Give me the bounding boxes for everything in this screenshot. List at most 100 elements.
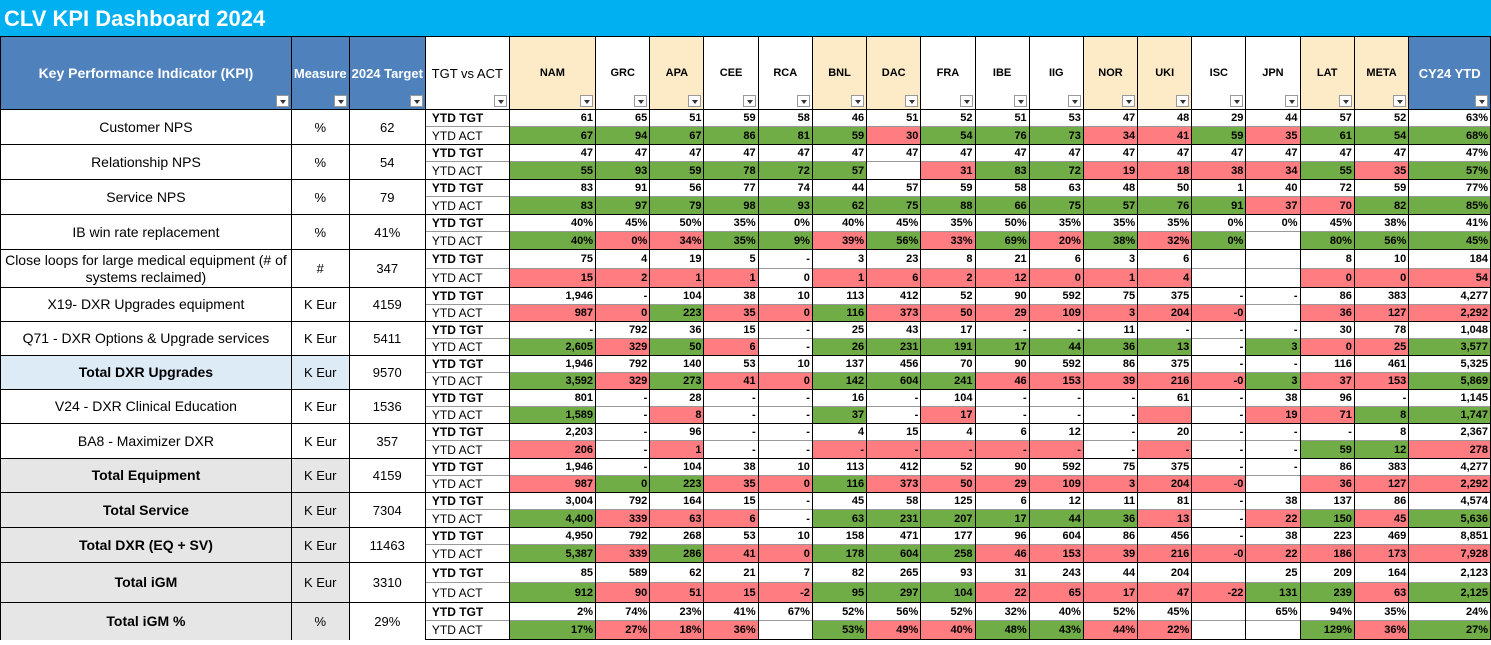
tgt-value-cell: 38: [1245, 527, 1301, 545]
header-region-dac[interactable]: DAC: [866, 36, 922, 110]
tgt-value-cell: 223: [1299, 527, 1355, 545]
tgt-value-cell: 456: [1137, 527, 1193, 545]
tgt-value-cell: 589: [595, 562, 651, 583]
filter-dropdown-icon[interactable]: [333, 95, 347, 107]
ytd-tgt-label: YTD TGT: [424, 109, 510, 127]
header-cy24-ytd[interactable]: CY24 YTD: [1408, 36, 1491, 110]
filter-dropdown-icon[interactable]: [796, 95, 810, 107]
filter-dropdown-icon[interactable]: [634, 95, 648, 107]
tgt-value-cell: 2,367: [1408, 423, 1491, 441]
header-region-ibe[interactable]: IBE: [974, 36, 1030, 110]
kpi-name: X19- DXR Upgrades equipment: [0, 287, 292, 322]
header-region-jpn[interactable]: JPN: [1245, 36, 1301, 110]
filter-dropdown-icon[interactable]: [688, 95, 702, 107]
filter-dropdown-icon[interactable]: [1176, 95, 1190, 107]
tgt-value-cell: 375: [1137, 355, 1193, 373]
tgt-value-cell: 56%: [866, 602, 922, 621]
tgt-value-cell: 47: [1082, 144, 1139, 162]
ytd-tgt-label: YTD TGT: [424, 179, 510, 197]
act-value-cell: 55: [1299, 161, 1355, 180]
filter-active-icon[interactable]: [493, 95, 507, 107]
ytd-act-label: YTD ACT: [424, 475, 510, 493]
tgt-value-cell: 93: [920, 562, 976, 583]
header-region-fra[interactable]: FRA: [920, 36, 976, 110]
filter-dropdown-icon[interactable]: [1013, 95, 1027, 107]
act-value-cell: 81: [757, 126, 813, 145]
table-row: YTD ACT 15 2 1 1 0 1 6 2 12 0 1 4 0 0 54: [1, 268, 1491, 288]
filter-dropdown-icon[interactable]: [1284, 95, 1298, 107]
act-value-cell: 41: [1137, 126, 1193, 145]
table-row: YTD ACT 2,605 329 50 6-26 231 191 17 44 36 13-3 0 25…: [1, 338, 1491, 356]
tgt-value-cell: 47: [757, 144, 813, 162]
measure-cell: K Eur: [290, 355, 350, 390]
header-region-uki[interactable]: UKI: [1137, 36, 1193, 110]
filter-dropdown-icon[interactable]: [959, 95, 973, 107]
filter-dropdown-icon[interactable]: [1067, 95, 1081, 107]
tgt-value-cell: -: [1353, 389, 1410, 407]
header-region-iig[interactable]: IIG: [1028, 36, 1084, 110]
header-region-bnl[interactable]: BNL: [811, 36, 868, 110]
filter-dropdown-icon[interactable]: [905, 95, 919, 107]
tgt-value-cell: 104: [649, 287, 705, 305]
act-value-cell: 7,928: [1408, 544, 1491, 563]
header-tgt-vs-act[interactable]: TGT vs ACT: [424, 36, 510, 110]
measure-cell: K Eur: [290, 287, 350, 322]
tgt-value-cell: 6: [1137, 249, 1193, 269]
filter-dropdown-icon[interactable]: [1122, 95, 1136, 107]
act-value-cell: 0: [1299, 268, 1355, 288]
header-region-rca[interactable]: RCA: [757, 36, 813, 110]
act-value-cell: 3: [1245, 338, 1301, 356]
filter-dropdown-icon[interactable]: [742, 95, 756, 107]
filter-dropdown-icon[interactable]: [409, 95, 423, 107]
tgt-value-cell: -: [1245, 355, 1301, 373]
tgt-value-cell: -: [1245, 287, 1301, 305]
act-value-cell: 88: [920, 196, 976, 215]
tgt-value-cell: 1,946: [508, 355, 597, 373]
filter-dropdown-icon[interactable]: [1475, 95, 1488, 107]
tgt-value-cell: 59: [920, 179, 976, 197]
table-row: YTD ACT 206-1- - - - - - - - - - -59 12 278: [1, 440, 1491, 459]
tgt-value-cell: 164: [649, 492, 705, 510]
act-value-cell: 67: [649, 126, 705, 145]
tgt-value-cell: 1: [1191, 179, 1247, 197]
table-row: Close loops for large medical equipment …: [0, 249, 1491, 288]
act-value-cell: 45%: [1408, 231, 1491, 250]
tgt-value-cell: 90: [974, 458, 1030, 476]
header-measure[interactable]: Measure: [290, 36, 350, 110]
filter-dropdown-icon[interactable]: [1338, 95, 1352, 107]
tgt-value-cell: 10: [757, 527, 813, 545]
tgt-value-cell: 184: [1408, 249, 1491, 269]
header-region-lat[interactable]: LAT: [1299, 36, 1355, 110]
header-region-isc[interactable]: ISC: [1191, 36, 1247, 110]
filter-dropdown-icon[interactable]: [851, 95, 865, 107]
tgt-value-cell: [1191, 602, 1247, 621]
header-region-meta[interactable]: META: [1353, 36, 1410, 110]
tgt-value-cell: 45%: [1137, 602, 1193, 621]
filter-dropdown-icon[interactable]: [1393, 95, 1407, 107]
act-value-cell: 30: [866, 126, 922, 145]
act-value-cell: 0: [1299, 338, 1355, 356]
header-target[interactable]: 2024 Target: [348, 36, 426, 110]
act-value-cell: 1: [1082, 268, 1139, 288]
header-region-cee[interactable]: CEE: [703, 36, 759, 110]
act-value-cell: 987: [508, 304, 597, 322]
header-region-apa[interactable]: APA: [649, 36, 705, 110]
filter-dropdown-icon[interactable]: [580, 95, 594, 107]
tgt-value-cell: 67%: [757, 602, 813, 621]
header-region-nor[interactable]: NOR: [1082, 36, 1139, 110]
header-region-nam[interactable]: NAM: [508, 36, 597, 110]
act-value-cell: 15: [508, 268, 597, 288]
act-value-cell: 59: [1191, 126, 1247, 145]
header-region-grc[interactable]: GRC: [595, 36, 651, 110]
tgt-value-cell: 604: [1028, 527, 1084, 545]
header-kpi[interactable]: Key Performance Indicator (KPI): [0, 36, 292, 110]
tgt-value-cell: 6: [1028, 249, 1084, 269]
filter-dropdown-icon[interactable]: [275, 95, 289, 107]
tgt-value-cell: 29: [1191, 109, 1247, 127]
act-value-cell: -: [866, 440, 922, 459]
act-value-cell: 37: [1245, 196, 1301, 215]
filter-dropdown-icon[interactable]: [1230, 95, 1244, 107]
act-value-cell: 4: [1137, 268, 1193, 288]
act-value-cell: 72: [757, 161, 813, 180]
act-value-cell: -: [595, 440, 651, 459]
